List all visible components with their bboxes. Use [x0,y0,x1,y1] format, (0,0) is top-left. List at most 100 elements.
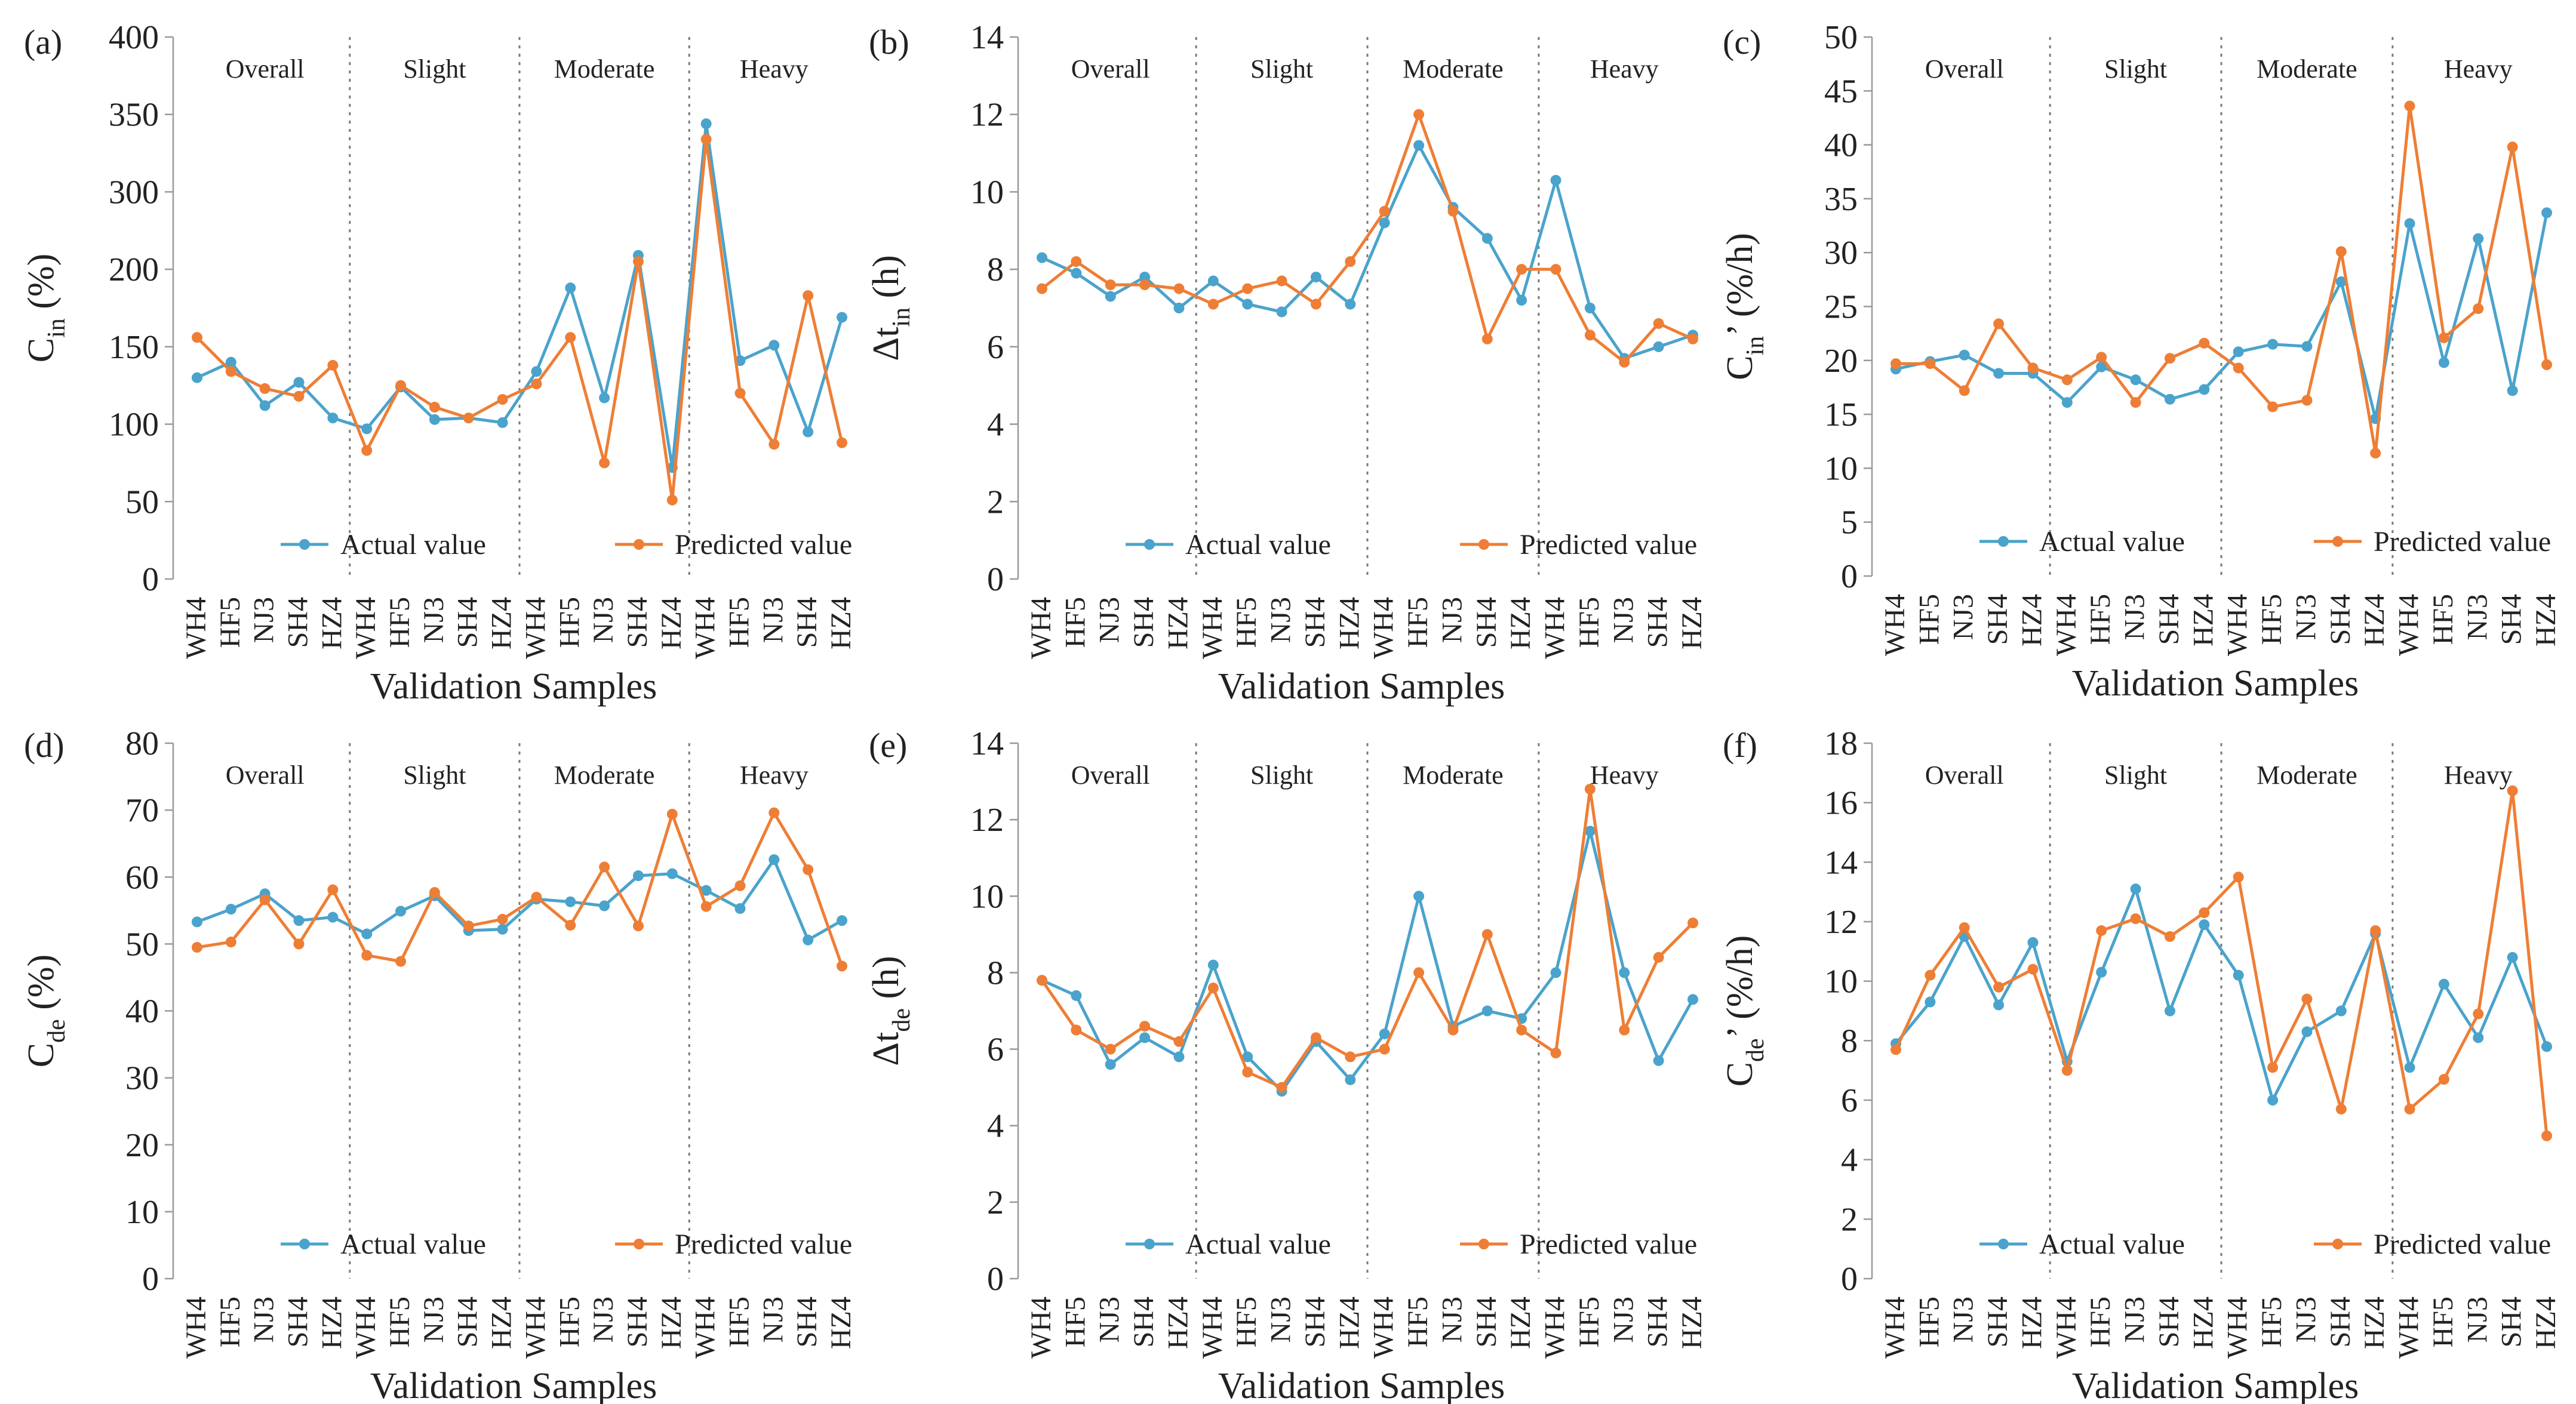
group-label-moderate: Moderate [1403,761,1504,790]
x-tick-label: NJ3 [1948,594,1979,640]
y-tick-label: 50 [1824,19,1858,56]
actual-data-point [1959,349,1970,361]
actual-data-point [1071,990,1082,1001]
predicted-data-point [1105,279,1116,291]
predicted-data-point [293,390,305,402]
y-axis-label-unit: (%) [21,254,62,318]
predicted-data-point [1379,205,1390,217]
actual-data-point [803,426,814,438]
x-tick-label: SH4 [1128,597,1160,648]
y-axis-label-subscript: in [888,307,915,327]
y-tick-label: 8 [987,251,1004,288]
x-tick-label: HF5 [2427,594,2459,645]
actual-data-point [837,915,847,926]
x-tick-label: WH4 [1539,1297,1571,1359]
group-label-slight: Slight [403,54,466,84]
y-tick-label: 6 [987,329,1004,366]
panel-label: (f) [1723,726,1757,765]
y-axis-label-subscript: de [43,1019,70,1043]
group-label-overall: Overall [226,54,305,84]
predicted-data-point [2233,362,2244,374]
y-tick-label: 12 [970,802,1004,839]
x-tick-label: HF5 [554,597,585,648]
predicted-data-point [327,359,339,371]
predicted-data-point [2507,785,2518,796]
group-label-overall: Overall [1925,761,2004,790]
predicted-data-point [1139,279,1151,291]
actual-data-point [769,854,780,866]
actual-data-point [565,896,576,907]
x-tick-label: WH4 [350,597,382,659]
y-tick-label: 10 [970,174,1004,211]
predicted-data-point [2199,337,2210,349]
actual-data-point [769,340,780,351]
actual-data-point [1413,140,1425,151]
group-label-heavy: Heavy [2444,761,2513,790]
x-tick-label: WH4 [1368,1297,1400,1359]
predicted-data-point [666,808,678,820]
predicted-data-point [1242,283,1253,294]
predicted-data-point [2130,397,2141,408]
legend-marker [1998,1239,2009,1249]
y-tick-label: 150 [109,329,159,366]
y-tick-label: 0 [142,1261,159,1298]
x-tick-label: SH4 [1299,1297,1331,1347]
y-tick-label: 50 [125,484,159,521]
predicted-data-point [2061,1065,2073,1076]
y-tick-label: 60 [125,859,159,896]
actual-data-point [1550,174,1561,186]
x-tick-label: HZ4 [1162,1297,1194,1349]
actual-data-point [2096,361,2107,372]
group-label-moderate: Moderate [2257,54,2357,84]
predicted-data-point [2404,100,2415,112]
actual-data-point [1037,252,1047,263]
actual-data-point [1139,272,1151,283]
actual-data-point [1481,233,1493,244]
predicted-data-point [2541,359,2552,371]
x-tick-label: NJ3 [1607,597,1639,643]
actual-data-point [531,366,542,377]
predicted-data-point [2233,872,2244,883]
predicted-data-point [259,383,270,394]
predicted-data-point [2096,352,2107,363]
predicted-series-line [1894,789,2549,1137]
predicted-data-point [2130,913,2141,925]
x-tick-label: NJ3 [418,597,450,643]
predicted-data-point [803,290,814,301]
actual-data-point [2233,969,2244,981]
legend-actual: Actual value [1979,526,2185,558]
y-tick-label: 200 [109,251,159,288]
actual-data-point [497,923,508,935]
actual-data-point [1584,826,1596,837]
predicted-data-point [837,960,847,972]
predicted-data-point [1105,1043,1116,1055]
y-tick-label: 12 [1824,904,1858,941]
group-label-overall: Overall [1071,54,1150,84]
legend-marker [299,1239,310,1249]
x-tick-label: HF5 [2085,1297,2116,1347]
x-tick-label: HF5 [2256,1297,2288,1347]
chart-panel-d: (d) 0 10 20 30 40 50 60 70 80 Cde (%) Overall Slight… [21,725,857,1404]
predicted-data-point [565,919,576,931]
predicted-data-point [1345,256,1356,267]
x-tick-label: SH4 [1982,1297,2014,1347]
x-tick-label: SH4 [622,1297,653,1347]
y-axis-label-main: Δt [866,327,906,361]
panel-label: (b) [869,23,909,61]
x-tick-label: NJ3 [2461,1297,2493,1343]
x-tick-label: HZ4 [1333,597,1365,649]
x-tick-label: NJ3 [1948,1297,1979,1343]
predicted-data-point [1619,356,1630,368]
predicted-data-point [2301,395,2313,406]
actual-data-point [1276,306,1287,318]
x-tick-label: HF5 [2427,1297,2459,1347]
actual-data-point [2267,338,2279,350]
actual-data-point [2199,919,2210,930]
predicted-data-point [2164,931,2175,942]
x-tick-label: HF5 [1231,597,1262,648]
x-tick-label: NJ3 [2461,594,2493,640]
legend-label: Actual value [340,1228,486,1260]
predicted-data-point [531,891,542,903]
actual-data-point [2507,952,2518,963]
chart-panel-c: (c) 0 5 10 15 20 25 30 35 40 45 50 Cin’ (%/h) Overall… [1720,19,2562,704]
